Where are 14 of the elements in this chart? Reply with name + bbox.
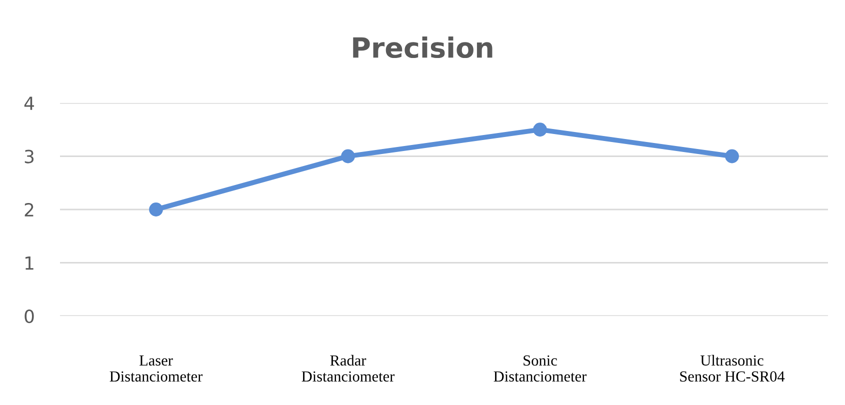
x-tick-label: Ultrasonic Sensor HC-SR04 [680, 354, 785, 382]
point [341, 149, 355, 164]
y-tick-label: 4 [24, 96, 34, 110]
x-tick-label: Laser Distanciometer [110, 355, 203, 382]
point [149, 202, 163, 216]
x-tick-label: Sonic Distanciometer [494, 355, 587, 382]
y-tick-label: 1 [25, 256, 34, 270]
point [533, 122, 547, 137]
point [725, 149, 739, 164]
chart-title: Precision [353, 36, 492, 58]
y-tick-label: 2 [24, 202, 34, 216]
y-tick-label: 0 [24, 309, 34, 324]
y-tick-label: 3 [24, 150, 34, 164]
x-tick-label: Radar Distanciometer [302, 354, 395, 382]
